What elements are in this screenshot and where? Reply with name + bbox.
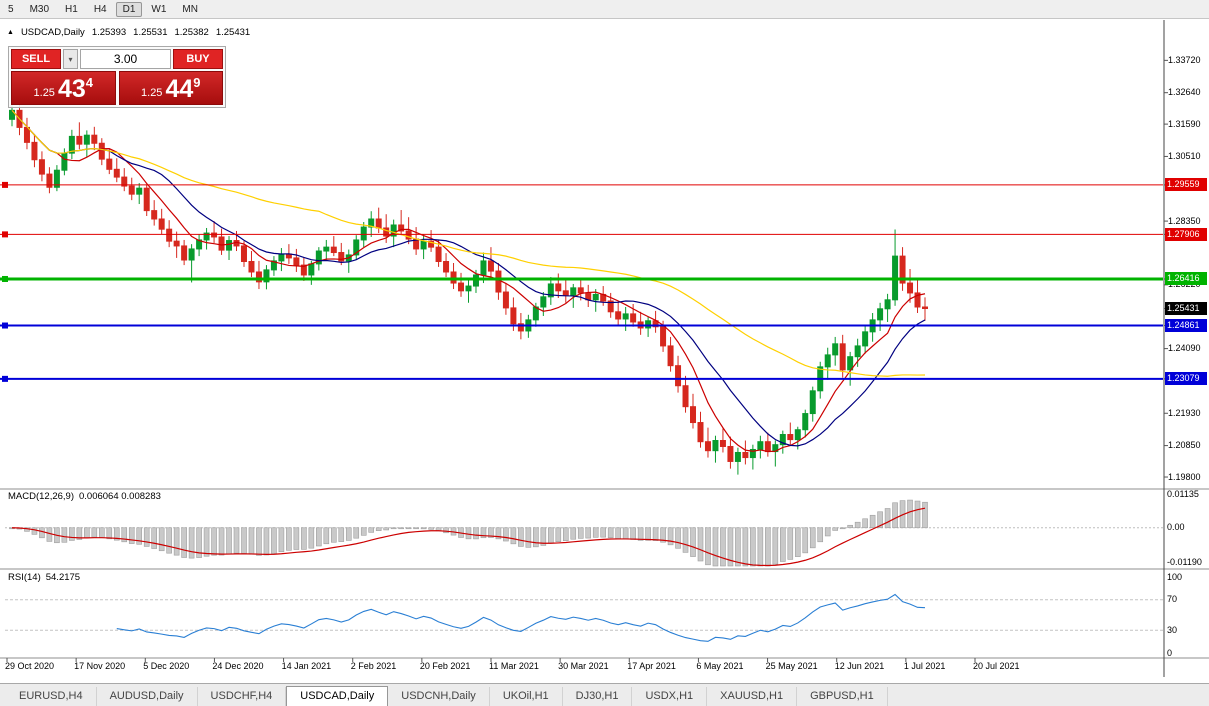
chart-tab-usdcnh-daily[interactable]: USDCNH,Daily — [388, 687, 490, 706]
price-level-chip-1.25431: 1.25431 — [1165, 301, 1207, 315]
date-axis-label: 6 May 2021 — [696, 661, 744, 671]
price-axis-label: 1.30510 — [1168, 150, 1201, 161]
buy-price-sup: 9 — [193, 75, 201, 90]
buy-button[interactable]: BUY — [173, 49, 223, 69]
h-line-anchor[interactable] — [2, 275, 8, 282]
sell-price-big: 43 — [57, 75, 86, 103]
price-axis-label: 1.21930 — [1168, 407, 1201, 418]
price-level-chip-1.24861: 1.24861 — [1165, 319, 1207, 333]
macd-indicator-label: MACD(12,26,9) 0.006064 0.008283 — [8, 491, 166, 502]
chart-header: ▲ USDCAD,Daily 1.25393 1.25531 1.25382 1… — [7, 27, 250, 38]
rsi-value: 54.2175 — [45, 572, 81, 583]
h-line-anchor[interactable] — [2, 322, 8, 329]
rsi-params: RSI(14) — [8, 572, 41, 583]
buy-price-panel[interactable]: 1.25 44 9 — [118, 71, 223, 105]
timeframe-toolbar: 5 M30 H1 H4 D1 W1 MN — [0, 0, 1209, 19]
sell-price-prefix: 1.25 — [33, 87, 55, 99]
date-axis-label: 1 Jul 2021 — [903, 661, 946, 671]
chart-tab-eurusd-h4[interactable]: EURUSD,H4 — [6, 687, 97, 706]
moving-averages-layer — [11, 109, 926, 453]
h-line-anchor[interactable] — [2, 181, 8, 188]
date-axis-label: 20 Jul 2021 — [973, 661, 1020, 671]
date-axis-label: 11 Mar 2021 — [489, 661, 539, 671]
date-axis-label: 17 Nov 2020 — [74, 661, 126, 671]
candles-layer — [9, 102, 928, 475]
timeframe-button-mn[interactable]: MN — [175, 2, 205, 17]
chart-tab-gbpusd-h1[interactable]: GBPUSD,H1 — [797, 687, 888, 706]
price-level-chip-1.27906: 1.27906 — [1165, 227, 1207, 241]
price-axis-label: 1.20850 — [1168, 440, 1201, 451]
chart-tab-usdcad-daily[interactable]: USDCAD,Daily — [286, 686, 389, 706]
volume-dropdown[interactable]: ▾ — [63, 49, 78, 69]
chart-tab-audusd-daily[interactable]: AUDUSD,Daily — [97, 687, 198, 706]
price-axis-label: 1.28350 — [1168, 215, 1201, 226]
date-axis-label: 20 Feb 2021 — [419, 661, 471, 671]
sell-price-panel[interactable]: 1.25 43 4 — [11, 71, 116, 105]
rsi-axis-label: 0 — [1167, 647, 1173, 658]
macd-axis-label: 0.01135 — [1167, 488, 1199, 499]
date-axis-label: 24 Dec 2020 — [212, 661, 264, 671]
rsi-axis-label: 70 — [1167, 594, 1178, 605]
price-axis-label: 1.19800 — [1168, 471, 1201, 482]
price-axis-label: 1.32640 — [1168, 87, 1201, 98]
chart-tab-usdchf-h4[interactable]: USDCHF,H4 — [198, 687, 287, 706]
date-axis-label: 5 Dec 2020 — [143, 661, 190, 671]
timeframe-button-5[interactable]: 5 — [1, 2, 21, 17]
timeframe-button-d1[interactable]: D1 — [115, 1, 143, 17]
macd-axis-label: 0.00 — [1167, 522, 1185, 533]
buy-price-big: 44 — [165, 75, 194, 103]
date-axis-label: 12 Jun 2021 — [834, 661, 885, 671]
date-axis-label: 2 Feb 2021 — [350, 661, 397, 671]
price-axis-label: 1.31590 — [1168, 118, 1201, 129]
one-click-collapse-icon[interactable]: ▲ — [7, 29, 14, 36]
one-click-trading-panel: SELL ▾ BUY 1.25 43 4 1.25 44 9 — [8, 46, 226, 108]
chart-tab-usdx-h1[interactable]: USDX,H1 — [632, 687, 708, 706]
timeframe-button-w1[interactable]: W1 — [144, 2, 173, 17]
sell-button[interactable]: SELL — [11, 49, 61, 69]
rsi-indicator-label: RSI(14) 54.2175 — [8, 572, 85, 583]
date-axis-label: 30 Mar 2021 — [558, 661, 609, 671]
buy-price-prefix: 1.25 — [141, 87, 163, 99]
rsi-axis-label: 100 — [1167, 571, 1183, 582]
timeframe-button-m30[interactable]: M30 — [23, 2, 56, 17]
timeframe-button-h1[interactable]: H1 — [58, 2, 85, 17]
price-level-chip-1.26416: 1.26416 — [1165, 272, 1207, 286]
macd-axis-label: -0.01190 — [1167, 557, 1202, 568]
axis-ticks — [6, 59, 1168, 662]
ohlc-high: 1.25531 — [133, 27, 168, 38]
chart-symbol-label: USDCAD,Daily — [20, 27, 85, 38]
pane-separators — [0, 20, 1209, 677]
price-level-chip-1.29559: 1.29559 — [1165, 178, 1207, 192]
volume-input[interactable] — [80, 49, 171, 69]
macd-pane — [5, 499, 1163, 567]
chevron-down-icon: ▾ — [68, 54, 73, 64]
macd-values: 0.006064 0.008283 — [79, 491, 161, 502]
rsi-pane — [5, 593, 1163, 642]
date-axis-label: 29 Oct 2020 — [5, 661, 55, 671]
price-level-chip-1.23079: 1.23079 — [1165, 372, 1207, 386]
date-axis-label: 14 Jan 2021 — [281, 661, 332, 671]
ohlc-close: 1.25431 — [215, 27, 251, 38]
h-line-anchor[interactable] — [2, 375, 8, 382]
date-axis-label: 17 Apr 2021 — [627, 661, 676, 671]
chart-tab-xauusd-h1[interactable]: XAUUSD,H1 — [707, 687, 798, 706]
rsi-axis-label: 30 — [1167, 624, 1178, 635]
date-axis-label: 25 May 2021 — [765, 661, 818, 671]
ohlc-low: 1.25382 — [174, 27, 209, 38]
chart-tab-dj30-h1[interactable]: DJ30,H1 — [563, 687, 633, 706]
chart-tab-bar: EURUSD,H4 AUDUSD,Daily USDCHF,H4 USDCAD,Dai… — [0, 683, 1209, 706]
h-line-anchor[interactable] — [2, 231, 8, 238]
price-axis-label: 1.33720 — [1168, 54, 1201, 65]
ohlc-open: 1.25393 — [91, 27, 127, 38]
horizontal-lines-layer — [0, 181, 1163, 382]
price-axis-label: 1.24090 — [1168, 343, 1201, 354]
sell-price-sup: 4 — [85, 75, 93, 90]
chart-tab-ukoil-h1[interactable]: UKOil,H1 — [490, 687, 563, 706]
macd-params: MACD(12,26,9) — [8, 491, 74, 502]
timeframe-button-h4[interactable]: H4 — [87, 2, 114, 17]
